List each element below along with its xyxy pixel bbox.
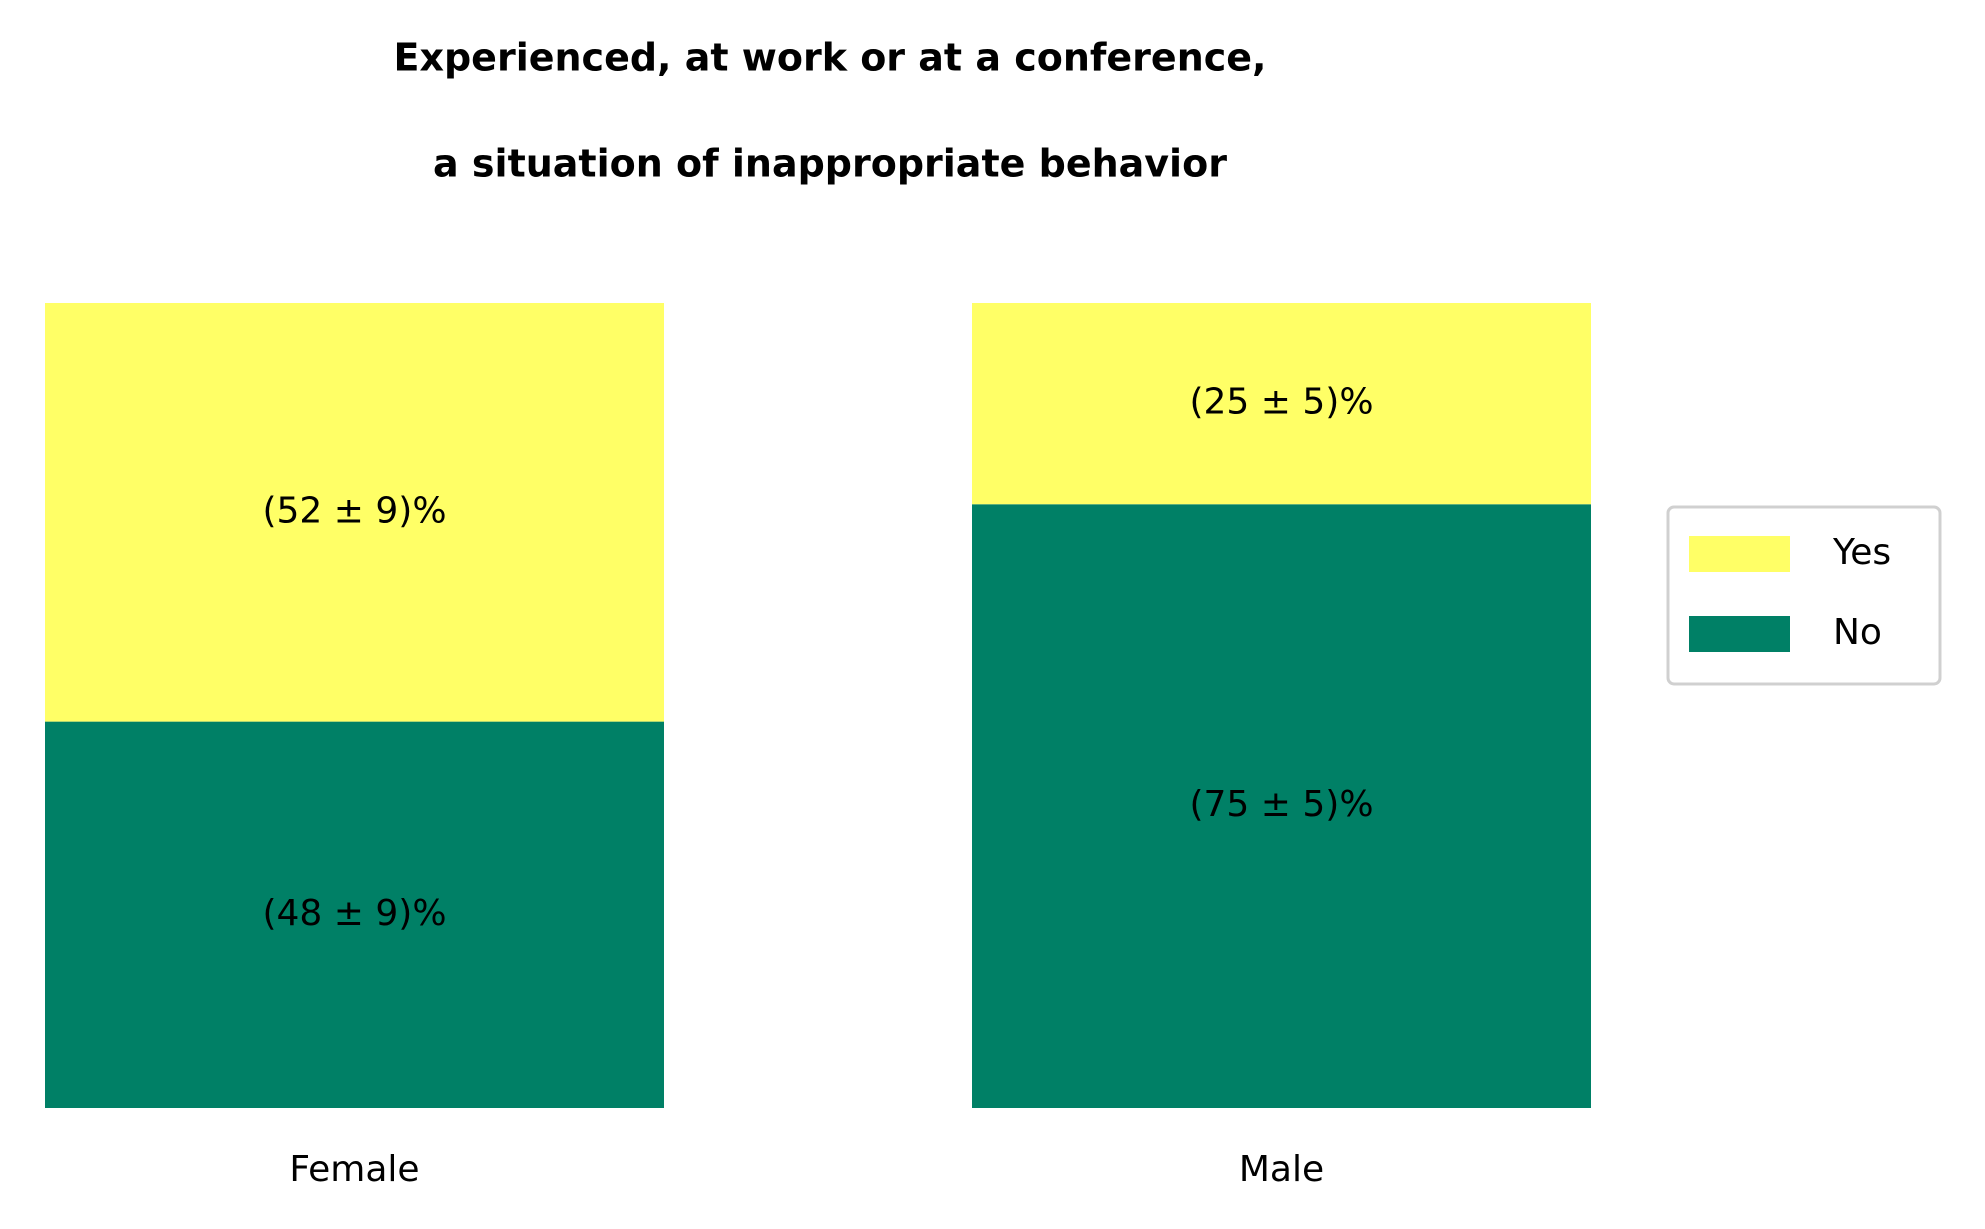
bar-segment xyxy=(45,721,664,1108)
legend-box xyxy=(1666,505,1942,686)
bar-segment xyxy=(972,303,1591,505)
data-label: (48 ± 9)% xyxy=(262,893,446,934)
bar-segment xyxy=(972,504,1591,1108)
x-tick-label: Female xyxy=(289,1149,419,1190)
chart-title: a situation of inappropriate behavior xyxy=(433,142,1227,186)
legend-label: No xyxy=(1833,612,1882,653)
data-label: (52 ± 9)% xyxy=(262,490,446,531)
chart-title: Experienced, at work or at a conference, xyxy=(394,36,1267,80)
data-label: (25 ± 5)% xyxy=(1189,382,1373,423)
legend-swatch xyxy=(1689,616,1790,652)
data-label: (75 ± 5)% xyxy=(1189,784,1373,825)
legend-swatch xyxy=(1689,536,1790,572)
bar-segment xyxy=(45,303,664,722)
x-tick-label: Male xyxy=(1239,1149,1324,1190)
legend-label: Yes xyxy=(1832,532,1891,573)
